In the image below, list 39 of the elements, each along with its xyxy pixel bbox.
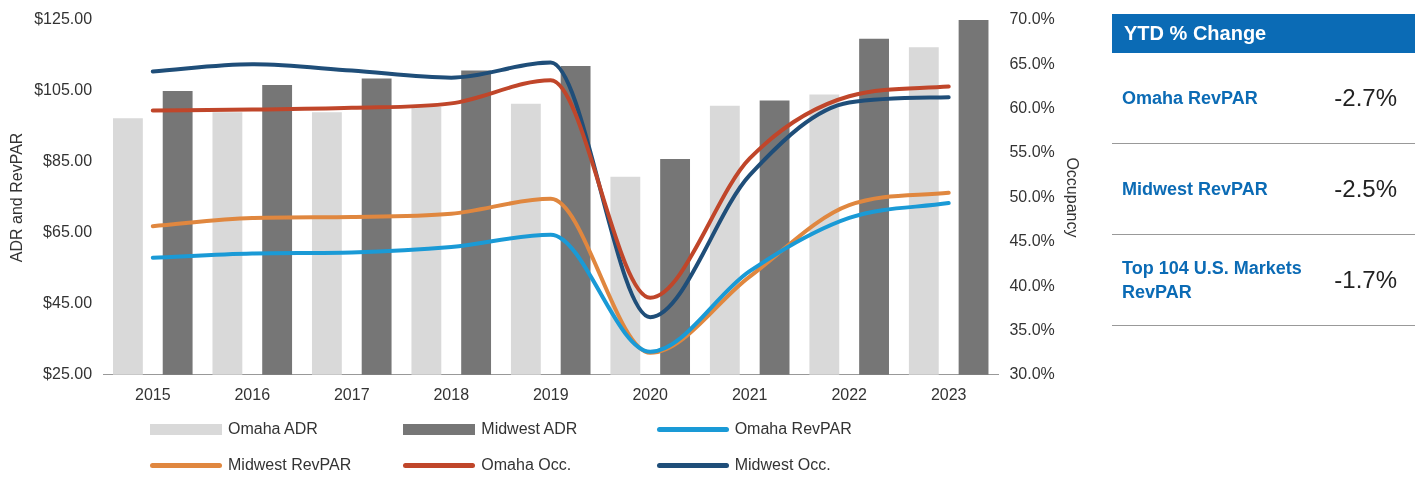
x-tick-label: 2023 [930, 385, 967, 403]
legend-label: Midwest Occ. [734, 456, 831, 474]
text: -1.7% [1334, 266, 1397, 294]
legend-label: Midwest RevPAR [228, 456, 352, 474]
y-tick-label: $45.00 [43, 294, 93, 312]
x-tick-label: 2018 [433, 385, 470, 403]
y-tick-label: $65.00 [43, 223, 93, 241]
y-tick-label: $25.00 [43, 365, 93, 383]
text: Omaha RevPAR [1122, 86, 1259, 110]
y2-axis-title: Occupancy [1063, 157, 1081, 238]
x-tick-label: 2016 [234, 385, 271, 403]
y2-tick-label: 45.0% [1009, 232, 1055, 250]
x-tick-label: 2015 [134, 385, 171, 403]
x-tick-label: 2022 [831, 385, 868, 403]
x-tick-label: 2021 [731, 385, 768, 403]
y2-tick-label: 50.0% [1009, 187, 1055, 205]
y2-tick-label: 55.0% [1009, 143, 1055, 161]
y2-tick-label: 70.0% [1009, 10, 1055, 28]
x-tick-label: 2020 [632, 385, 669, 403]
text: YTD % Change [1112, 14, 1415, 53]
y2-tick-label: 65.0% [1009, 54, 1055, 72]
y2-tick-label: 60.0% [1009, 99, 1055, 117]
y2-tick-label: 40.0% [1009, 276, 1055, 294]
y-tick-label: $85.00 [43, 152, 93, 170]
legend-label: Omaha Occ. [481, 456, 572, 474]
x-tick-label: 2017 [333, 385, 370, 403]
x-tick-label: 2019 [532, 385, 569, 403]
legend-label: Omaha RevPAR [734, 420, 852, 438]
y-tick-label: $105.00 [34, 81, 93, 99]
text: Midwest RevPAR [1122, 177, 1269, 201]
text: -2.7% [1334, 84, 1397, 112]
text: Top 104 U.S. Markets RevPAR [1122, 256, 1302, 304]
y2-tick-label: 30.0% [1009, 365, 1055, 383]
y-tick-label: $125.00 [34, 10, 93, 28]
legend-label: Midwest ADR [481, 420, 578, 438]
text: -2.5% [1334, 175, 1397, 203]
y2-tick-label: 35.0% [1009, 320, 1055, 338]
y-axis-title: ADR and RevPAR [8, 132, 26, 263]
legend-label: Omaha ADR [228, 420, 318, 438]
